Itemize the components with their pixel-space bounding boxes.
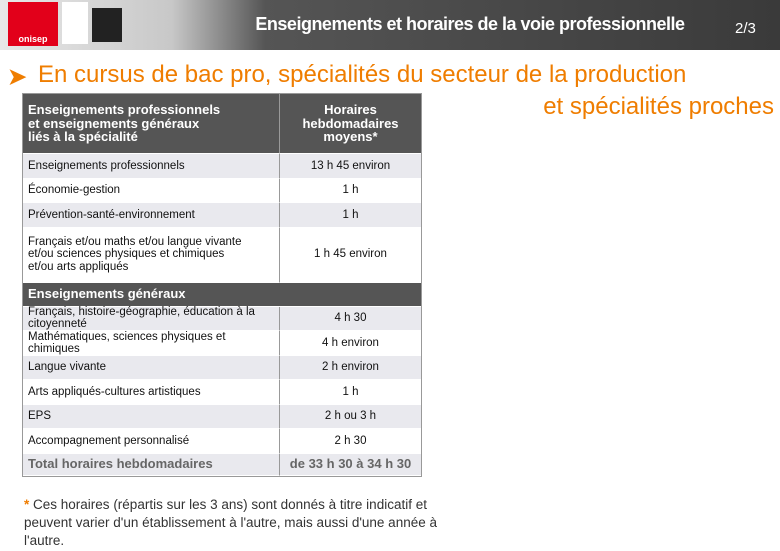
table: Enseignements professionnels et enseigne…: [22, 93, 422, 477]
table-cell: de 33 h 30 à 34 h 30: [279, 453, 421, 476]
table-cell: Français et/ou maths et/ou langue vivant…: [23, 227, 279, 283]
table-cell: 1 h: [279, 178, 421, 203]
table-cell: 4 h environ: [279, 331, 421, 356]
table-cell: 4 h 30: [279, 306, 421, 331]
table-cell: 2 h environ: [279, 355, 421, 380]
footnote-marker: *: [24, 497, 30, 512]
table-cell: 13 h 45 environ: [279, 154, 421, 179]
table-cell: 1 h: [279, 203, 421, 228]
header-bar: [0, 0, 780, 50]
logo-3: [92, 8, 122, 42]
table-cell: Horaires hebdomadaires moyens*: [279, 94, 421, 154]
table-cell: EPS: [23, 404, 279, 429]
table-cell: 2 h 30: [279, 429, 421, 454]
table-cell: Langue vivante: [23, 355, 279, 380]
table-cell: Accompagnement personnalisé: [23, 429, 279, 454]
subtitle: et spécialités proches: [543, 93, 774, 120]
title: Enseignements et horaires de la voie pro…: [255, 14, 685, 34]
table-cell: 2 h ou 3 h: [279, 404, 421, 429]
table-cell: Total horaires hebdomadaires: [23, 453, 279, 476]
table-cell: 1 h 45 environ: [279, 227, 421, 283]
footnote: * Ces horaires (répartis sur les 3 ans) …: [24, 496, 464, 551]
table-cell: Économie-gestion: [23, 178, 279, 203]
table-cell: Enseignements professionnels et enseigne…: [23, 94, 279, 154]
table-cell: Enseignements généraux: [23, 282, 421, 307]
logo-text: onisep: [18, 34, 48, 44]
table-cell: Mathématiques, sciences physiques et chi…: [23, 331, 279, 356]
table-cell: Arts appliqués-cultures artistiques: [23, 380, 279, 405]
table-cell: Français, histoire-géographie, éducation…: [23, 306, 279, 331]
footnote-text: Ces horaires (répartis sur les 3 ans) so…: [24, 497, 437, 549]
table-cell: Prévention-santé-environnement: [23, 203, 279, 228]
logo: [8, 2, 58, 46]
subtitle: En cursus de bac pro, spécialités du sec…: [38, 61, 687, 88]
table-cell: 1 h: [279, 380, 421, 405]
table-cell: Enseignements professionnels: [23, 154, 279, 179]
logo-2: [62, 2, 88, 44]
arrow: ➤: [8, 64, 27, 89]
page-number: 2/3: [735, 20, 756, 37]
